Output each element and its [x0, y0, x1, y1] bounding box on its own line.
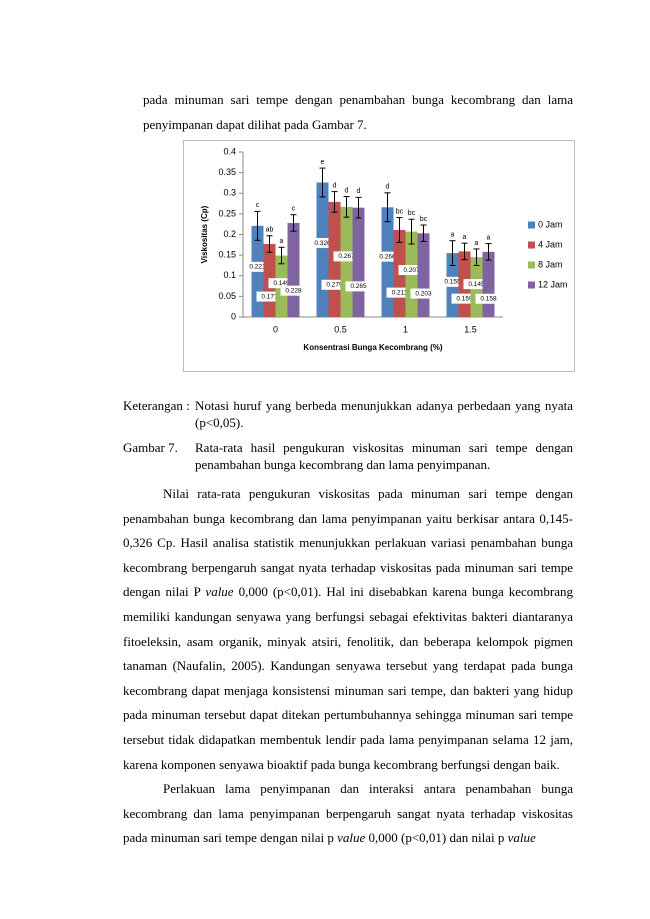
- value-label-box: [244, 261, 271, 272]
- legend-swatch: [528, 261, 535, 269]
- significance-letter: bc: [420, 216, 428, 223]
- bar: [287, 222, 300, 317]
- value-label-box: [321, 279, 348, 290]
- x-tick-label: 0: [273, 324, 278, 334]
- caption-label: Gambar 7.: [123, 440, 178, 455]
- y-tick-label: 0.05: [218, 291, 236, 301]
- body: Nilai rata-rata pengukuran viskositas pa…: [123, 482, 573, 851]
- bar: [352, 207, 365, 317]
- value-label: 0.326: [314, 240, 331, 247]
- text-run: value: [337, 830, 366, 846]
- value-label: 0.177: [261, 293, 278, 300]
- legend-swatch: [528, 241, 535, 249]
- value-label: 0.265: [350, 283, 367, 290]
- value-label: 0.155: [444, 279, 461, 286]
- paragraph: Nilai rata-rata pengukuran viskositas pa…: [123, 482, 573, 777]
- value-label-box: [386, 287, 413, 298]
- significance-letter: a: [463, 234, 467, 241]
- significance-letter: a: [451, 232, 455, 239]
- bar: [417, 233, 430, 317]
- significance-letter: bc: [408, 210, 416, 217]
- value-label: 0.221: [249, 264, 266, 271]
- y-tick-label: 0.25: [218, 208, 236, 218]
- text-run: 0,000 (p<0,01) dan nilai p: [365, 830, 508, 846]
- value-label: 0.279: [326, 281, 343, 288]
- legend-swatch: [528, 281, 535, 289]
- value-label: 0.207: [403, 267, 420, 274]
- intro-paragraph: pada minuman sari tempe dengan penambaha…: [143, 92, 573, 132]
- value-label: 0.158: [480, 295, 497, 302]
- value-label-box: [268, 278, 295, 289]
- value-label-box: [333, 251, 360, 262]
- value-label-box: [398, 265, 425, 276]
- bar: [316, 182, 329, 317]
- value-label: 0.267: [338, 253, 355, 260]
- text-run: 0,000 (p<0,01). Hal ini disebabkan karen…: [123, 584, 573, 772]
- bar: [340, 206, 353, 317]
- x-tick-label: 1: [403, 324, 408, 334]
- note: Keterangan : Notasi huruf yang berbeda m…: [123, 397, 573, 431]
- value-label: 0.159: [456, 295, 473, 302]
- value-label: 0.203: [415, 290, 432, 297]
- significance-letter: c: [256, 202, 260, 209]
- y-tick-label: 0.35: [218, 167, 236, 177]
- x-axis-title: Konsentrasi Bunga Kecombrang (%): [303, 343, 442, 352]
- x-tick-label: 0.5: [334, 324, 347, 334]
- legend-label: 4 Jam: [538, 239, 563, 249]
- value-label-box: [451, 293, 478, 304]
- chart: 0 0.05 0.1 0.15 0.2 0.25 0.3 0.35 0.4 Viskositas …: [183, 140, 575, 372]
- significance-letter: e: [321, 159, 325, 166]
- significance-letter: a: [475, 240, 479, 247]
- legend-label: 0 Jam: [538, 219, 563, 229]
- caption: Gambar 7. Rata-rata hasil pengukuran vis…: [123, 439, 573, 473]
- legend-swatch: [528, 221, 535, 229]
- y-tick-label: 0.1: [223, 270, 236, 280]
- value-label-box: [280, 285, 307, 296]
- significance-letter: d: [333, 182, 337, 189]
- value-label-box: [439, 276, 466, 287]
- significance-letter: d: [357, 188, 361, 195]
- x-tick-label: 1.5: [464, 324, 477, 334]
- y-axis-title: Viskositas (Cp): [200, 205, 209, 263]
- text-run: value: [205, 584, 234, 600]
- paragraph: Perlakuan lama penyimpanan dan interaksi…: [123, 777, 573, 851]
- value-label-box: [410, 288, 437, 299]
- bar: [381, 207, 394, 317]
- text-run: Perlakuan lama penyimpanan dan interaksi…: [123, 781, 573, 846]
- value-label: 0.149: [273, 280, 290, 287]
- value-label-box: [475, 293, 502, 304]
- y-tick-label: 0: [231, 311, 236, 321]
- significance-letter: d: [386, 184, 390, 191]
- note-text: Notasi huruf yang berbeda menunjukkan ad…: [195, 398, 573, 430]
- y-tick-label: 0.2: [223, 229, 236, 239]
- y-tick-label: 0.15: [218, 250, 236, 260]
- value-label: 0.228: [285, 287, 302, 294]
- significance-letter: bc: [396, 208, 404, 215]
- text-run: value: [507, 830, 536, 846]
- significance-letter: d: [345, 187, 349, 194]
- significance-letter: c: [292, 206, 296, 213]
- value-label-box: [345, 281, 372, 292]
- significance-letter: a: [487, 234, 491, 241]
- value-label-box: [256, 291, 283, 302]
- y-tick-label: 0.3: [223, 188, 236, 198]
- y-tick-label: 0.4: [223, 146, 236, 156]
- significance-letter: a: [280, 238, 284, 245]
- text-run: Nilai rata-rata pengukuran viskositas pa…: [123, 486, 573, 600]
- value-label: 0.145: [468, 281, 485, 288]
- value-label-box: [463, 279, 490, 290]
- value-label-box: [309, 238, 336, 249]
- value-label-box: [374, 251, 401, 262]
- value-label: 0.266: [379, 253, 396, 260]
- legend-label: 8 Jam: [538, 259, 563, 269]
- legend-label: 12 Jam: [538, 279, 568, 289]
- caption-text: Rata-rata hasil pengukuran viskositas mi…: [195, 440, 573, 472]
- bar: [482, 251, 495, 317]
- note-label: Keterangan :: [123, 398, 190, 413]
- value-label: 0.211: [392, 289, 408, 296]
- significance-letter: ab: [266, 227, 274, 234]
